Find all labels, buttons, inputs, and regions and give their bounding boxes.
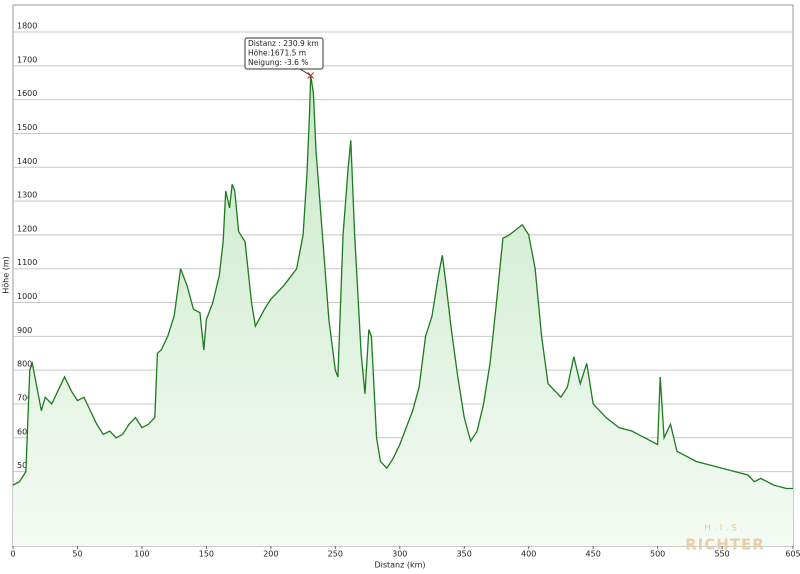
tooltip-text: Neigung: -3.6 % [248, 58, 308, 67]
x-tick-label: 550 [714, 550, 729, 559]
x-tick-label: 450 [586, 550, 601, 559]
y-tick-label: 1800 [17, 22, 37, 31]
y-tick-label: 1600 [17, 89, 37, 98]
watermark: RICHTER [685, 536, 765, 554]
y-tick-label: 1500 [17, 123, 37, 132]
area-fill [13, 75, 793, 547]
y-tick-label: 800 [17, 360, 32, 369]
tooltip-box [244, 37, 324, 70]
x-tick-label: 150 [199, 550, 214, 559]
tooltip-text: Distanz : 230.9 km [248, 39, 319, 48]
elevation-line [12, 75, 793, 490]
x-tick-label: 350 [457, 550, 472, 559]
y-tick-label: 1700 [17, 55, 37, 64]
y-tick-label: 900 [17, 326, 32, 335]
x-tick-label: 0 [10, 550, 15, 559]
y-tick-label: 700 [17, 393, 32, 402]
watermark: H.I.S. [704, 524, 746, 534]
x-tick-label: 400 [521, 550, 536, 559]
y-tick-label: 1000 [17, 292, 37, 301]
y-tick-label: 1100 [17, 258, 37, 267]
x-tick-label: 500 [650, 550, 665, 559]
y-tick-label: 1200 [17, 224, 37, 233]
x-tick-label: 250 [328, 550, 343, 559]
x-tick-label: 605 [785, 550, 800, 559]
y-axis-label: Höhe (m) [2, 256, 11, 293]
y-tick-label: 1400 [17, 157, 37, 166]
y-tick-label: 1300 [17, 191, 37, 200]
x-tick-label: 300 [392, 550, 407, 559]
x-tick-label: 200 [263, 550, 278, 559]
x-tick-label: 100 [134, 550, 149, 559]
y-tick-label: 600 [17, 427, 32, 436]
x-tick-label: 50 [72, 550, 82, 559]
tooltip-text: Höhe:1671.5 m [248, 49, 306, 58]
y-tick-label: 500 [17, 461, 32, 470]
x-axis-label: Distanz (km) [374, 561, 425, 570]
tooltip-pointer [299, 68, 311, 76]
